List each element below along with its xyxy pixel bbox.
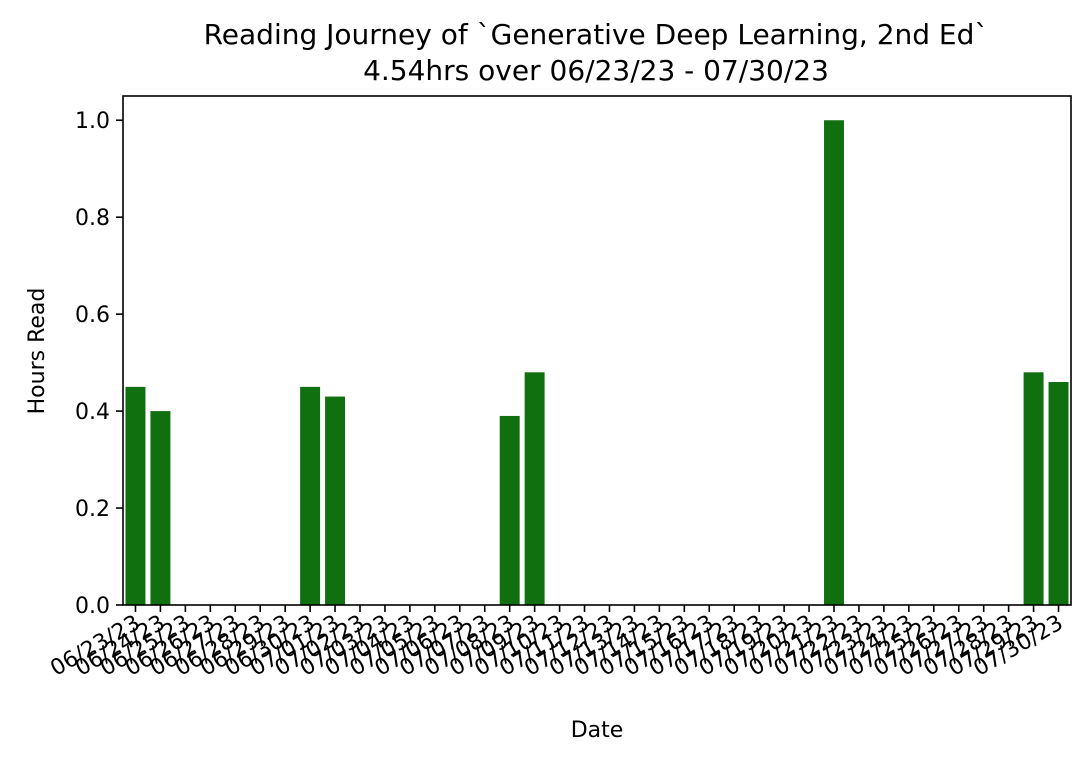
y-tick-label: 0.8 [75,206,110,231]
y-tick-label: 0.6 [75,303,110,328]
bar-06-30-23 [300,386,321,605]
bar-06-23-23 [125,386,146,605]
y-tick-label: 0.0 [75,594,110,619]
bar-07-21-23 [824,120,844,606]
y-axis-label: Hours Read [25,288,50,415]
y-tick-label: 0.2 [75,497,110,522]
plot-frame [122,95,1072,606]
bar-07-08-23 [499,415,520,605]
bar-07-30-23 [1048,382,1069,605]
x-axis-label: Date [571,718,624,743]
y-tick-label: 0.4 [75,400,110,425]
plot-area: 0.00.20.40.60.81.006/23/2306/24/2306/25/… [46,95,1072,682]
chart-title: Reading Journey of `Generative Deep Lear… [204,18,989,51]
bar-07-01-23 [325,396,346,605]
y-tick-label: 1.0 [75,109,110,134]
bar-06-24-23 [150,411,171,605]
bar-07-29-23 [1023,372,1044,605]
chart-subtitle: 4.54hrs over 06/23/23 - 07/30/23 [363,54,829,87]
bar-07-09-23 [524,372,545,605]
